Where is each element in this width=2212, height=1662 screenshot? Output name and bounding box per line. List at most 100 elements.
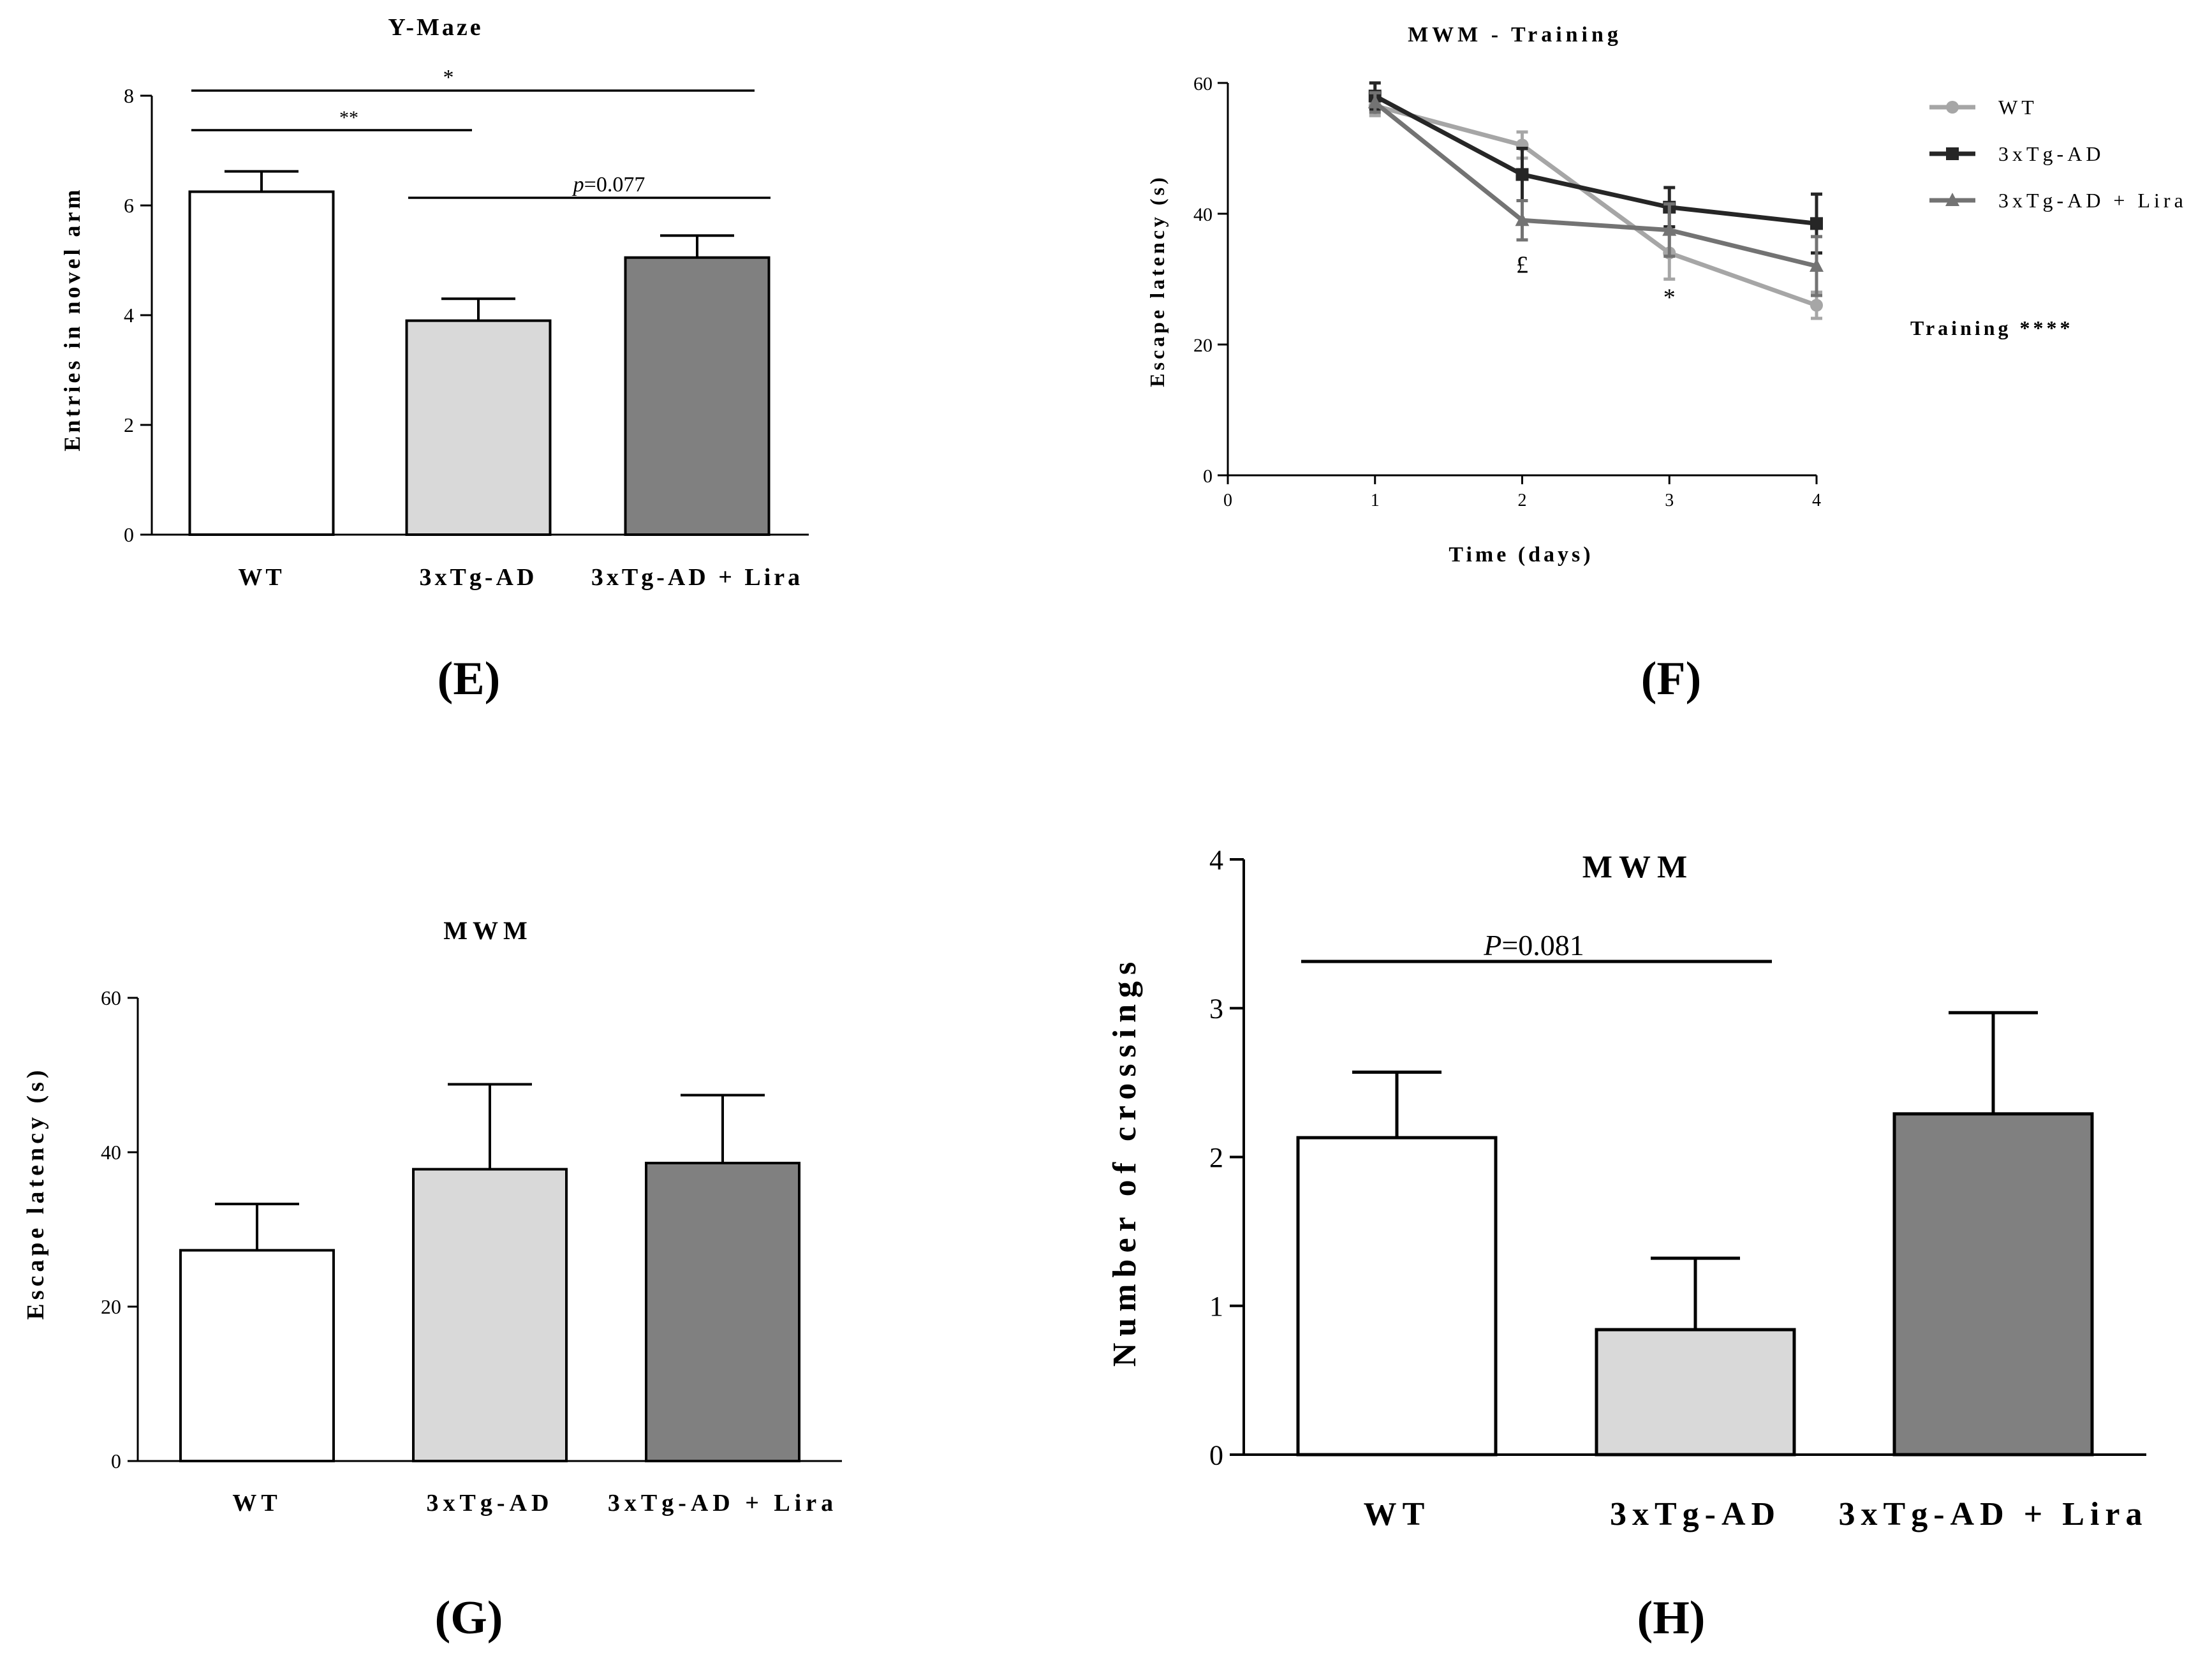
y-tick-label: 0	[124, 523, 134, 546]
y-tick-label: 3	[1209, 993, 1223, 1025]
category-label-3xtg-ad-lira: 3xTg-AD + Lira	[591, 564, 803, 591]
x-tick-label: 2	[1518, 491, 1527, 510]
panel-f-training-note: Training ****	[1910, 316, 2074, 339]
legend-entry-3xtg-ad-lira: 3xTg-AD + Lira	[1929, 189, 2187, 212]
significance-label-1: P=0.081	[1483, 929, 1584, 961]
y-tick-label: 40	[101, 1141, 121, 1164]
significance-label-1: *	[443, 66, 454, 89]
series-line-3xtg-ad	[1374, 94, 1817, 226]
bar-3xtg-ad-lira	[624, 256, 771, 536]
bar-wt	[179, 1249, 335, 1463]
panel-f-x-axis-label: Time (days)	[1449, 543, 1593, 567]
data-point-3xtg-ad	[1515, 168, 1529, 181]
panel-h-y-ticks: 0 1 2 3 4	[1209, 844, 1244, 1471]
y-tick-label: 20	[101, 1295, 121, 1318]
panel-h: 0 1 2 3 4 WT 3xTg-AD 3xTg-AD + Lira P=0.081 MW…	[1107, 844, 2148, 1644]
y-tick-label: 20	[1193, 335, 1213, 356]
panel-g-y-ticks: 0 20 40 60	[101, 986, 138, 1473]
bar-wt	[188, 190, 335, 536]
category-label-wt: WT	[232, 1490, 281, 1517]
panel-h-bars	[1296, 1112, 2094, 1457]
panel-g-y-axis-label: Escape latency (s)	[22, 1066, 49, 1319]
panel-f-series	[1368, 81, 1824, 320]
data-point-3xtg-ad-lira	[1515, 212, 1530, 226]
series-line-wt	[1374, 103, 1818, 308]
y-tick-label: 40	[1193, 204, 1213, 225]
panel-e-panel-label: (E)	[438, 653, 501, 705]
data-point-3xtg-ad-lira	[1810, 258, 1824, 272]
panel-g-panel-label: (G)	[435, 1592, 503, 1644]
bar-3xtg-ad	[412, 1168, 568, 1462]
y-tick-label: 60	[101, 986, 121, 1009]
panel-f-significance: £*	[1516, 251, 1676, 311]
panel-f-title: MWM - Training	[1408, 23, 1622, 47]
y-tick-label: 1	[1209, 1291, 1223, 1322]
y-tick-label: 0	[111, 1450, 121, 1473]
panel-e-y-axis-label: Entries in novel arm	[59, 187, 85, 452]
panel-f-ticks: 0 20 40 60 0 1 2 3 4	[1193, 73, 1821, 510]
y-tick-label: 4	[1209, 844, 1223, 875]
x-tick-label: 3	[1665, 491, 1674, 510]
panel-f-panel-label: (F)	[1641, 653, 1702, 705]
y-tick-label: 0	[1209, 1439, 1223, 1471]
panel-g-category-labels: WT 3xTg-AD 3xTg-AD + Lira	[232, 1490, 837, 1517]
legend-label: 3xTg-AD	[1998, 142, 2104, 165]
panel-f-legend: WT 3xTg-AD 3xTg-AD + Lira	[1929, 96, 2187, 212]
y-tick-label: 8	[124, 84, 134, 107]
legend-marker	[1946, 147, 1959, 160]
legend-label: 3xTg-AD + Lira	[1998, 189, 2187, 212]
legend-marker	[1946, 101, 1959, 114]
bar-3xtg-ad-lira	[1892, 1112, 2094, 1457]
bar-3xtg-ad	[1595, 1328, 1796, 1457]
panel-g-error-bars	[215, 1083, 765, 1250]
x-tick-label: 1	[1371, 491, 1380, 510]
bar-3xtg-ad	[405, 319, 552, 536]
panel-g-axes	[136, 998, 842, 1462]
significance-label-2: **	[339, 107, 358, 128]
category-label-wt: WT	[1364, 1496, 1431, 1532]
category-label-3xtg-ad: 3xTg-AD	[420, 564, 538, 591]
legend-marker	[1945, 193, 1959, 206]
x-tick-label: 0	[1223, 491, 1232, 510]
panel-g-title: MWM	[443, 916, 533, 945]
legend-label: WT	[1998, 96, 2038, 119]
panel-e-title: Y-Maze	[388, 14, 483, 41]
y-tick-label: 60	[1193, 73, 1213, 94]
y-tick-label: 6	[124, 194, 134, 217]
panel-g: 0 20 40 60 WT 3xTg-AD 3xTg-AD + Lira MWM Esca…	[22, 916, 842, 1644]
x-tick-label: 4	[1812, 491, 1821, 510]
panel-e-error-bars	[225, 170, 734, 321]
panel-h-title: MWM	[1582, 849, 1693, 884]
significance-marker-2: *	[1663, 285, 1676, 311]
bar-wt	[1296, 1136, 1498, 1457]
data-point-3xtg-ad-lira	[1662, 222, 1677, 236]
data-point-3xtg-ad-lira	[1368, 94, 1382, 108]
series-line-3xtg-ad-lira	[1373, 101, 1817, 269]
series-3xtg-ad	[1368, 81, 1823, 255]
legend-entry-wt: WT	[1929, 96, 2038, 119]
panel-h-error-bars	[1352, 1011, 2038, 1330]
y-tick-label: 2	[1209, 1142, 1223, 1173]
panel-h-category-labels: WT 3xTg-AD 3xTg-AD + Lira	[1364, 1496, 2148, 1532]
bar-3xtg-ad-lira	[645, 1161, 800, 1462]
category-label-3xtg-ad-lira: 3xTg-AD + Lira	[1839, 1496, 2148, 1532]
category-label-3xtg-ad-lira: 3xTg-AD + Lira	[608, 1490, 837, 1517]
panel-h-y-axis-label: Number of crossings	[1107, 956, 1143, 1367]
panel-e-y-ticks: 0 2 4 6 8	[124, 84, 152, 546]
panel-h-panel-label: (H)	[1637, 1592, 1706, 1644]
y-tick-label: 4	[124, 304, 134, 327]
legend-entry-3xtg-ad: 3xTg-AD	[1929, 142, 2104, 165]
series-3xtg-ad-lira	[1368, 91, 1824, 297]
category-label-wt: WT	[238, 564, 284, 591]
panel-e-category-labels: WT 3xTg-AD 3xTg-AD + Lira	[238, 564, 803, 591]
panel-e-significance: ***p=0.077	[191, 66, 771, 199]
panel-h-significance: P=0.081	[1301, 929, 1772, 963]
category-label-3xtg-ad: 3xTg-AD	[427, 1490, 554, 1517]
significance-marker-1: £	[1516, 251, 1528, 278]
panel-e-bars	[188, 190, 771, 536]
data-point-3xtg-ad	[1810, 217, 1823, 230]
y-tick-label: 2	[124, 413, 134, 436]
